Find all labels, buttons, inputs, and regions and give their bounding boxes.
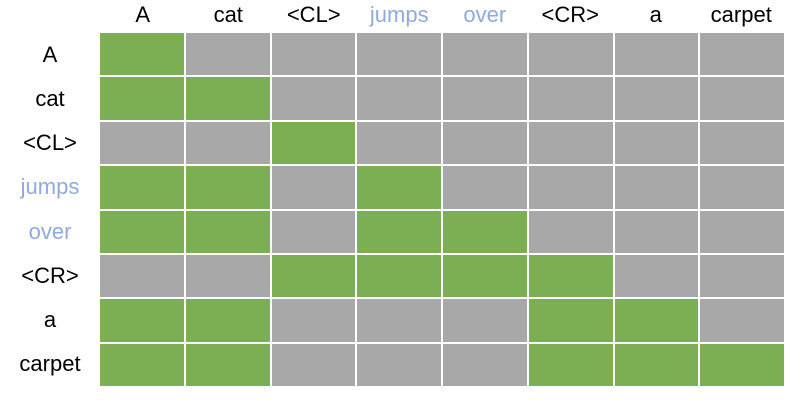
- matrix-cell-masked: [528, 77, 613, 120]
- matrix-cell-masked: [357, 77, 441, 120]
- row-label: <CR>: [21, 262, 79, 288]
- matrix-cell-attended: [100, 210, 184, 253]
- matrix-cell-attended: [528, 254, 613, 298]
- column-header-label: carpet: [710, 1, 772, 27]
- matrix-cell-masked: [443, 33, 527, 76]
- column-header-label: jumps: [369, 1, 429, 27]
- matrix-cell-attended: [271, 121, 356, 165]
- row-label: over: [28, 218, 72, 244]
- matrix-cell-masked: [271, 77, 356, 120]
- matrix-cell-masked: [357, 343, 441, 386]
- matrix-cell-masked: [700, 210, 784, 253]
- matrix-cell-masked: [614, 210, 699, 253]
- matrix-cell-attended: [443, 210, 527, 253]
- column-header-label: <CL>: [286, 1, 341, 27]
- matrix-cell-masked: [271, 299, 356, 342]
- matrix-cell-masked: [528, 121, 613, 165]
- matrix-cell-masked: [614, 121, 699, 165]
- matrix-cell-attended: [185, 299, 270, 342]
- matrix-cell-masked: [271, 343, 356, 386]
- matrix-cell-attended: [443, 254, 527, 298]
- matrix-cell-masked: [443, 299, 527, 342]
- matrix-cell-attended: [185, 166, 270, 209]
- matrix-cell-masked: [614, 33, 699, 76]
- matrix-cell-masked: [700, 254, 784, 298]
- matrix-cell-masked: [700, 33, 784, 76]
- matrix-cell-attended: [528, 299, 613, 342]
- matrix-cell-masked: [700, 121, 784, 165]
- matrix-cell-attended: [614, 343, 699, 386]
- matrix-cell-masked: [271, 210, 356, 253]
- matrix-cell-attended: [100, 299, 184, 342]
- matrix-cell-attended: [100, 166, 184, 209]
- row-label: jumps: [20, 174, 80, 200]
- matrix-cell-masked: [700, 299, 784, 342]
- matrix-cell-masked: [528, 33, 613, 76]
- row-label: A: [42, 42, 58, 68]
- matrix-cell-attended: [528, 343, 613, 386]
- matrix-cell-attended: [357, 210, 441, 253]
- column-header-label: A: [135, 1, 151, 27]
- matrix-cell-masked: [100, 254, 184, 298]
- matrix-cell-attended: [271, 254, 356, 298]
- matrix-cell-attended: [357, 254, 441, 298]
- matrix-cell-attended: [100, 33, 184, 76]
- row-label: carpet: [19, 350, 81, 376]
- row-label: a: [43, 306, 57, 332]
- matrix-cell-masked: [614, 254, 699, 298]
- matrix-cell-masked: [271, 33, 356, 76]
- matrix-cell-masked: [357, 299, 441, 342]
- matrix-cell-masked: [185, 33, 270, 76]
- matrix-cell-attended: [185, 77, 270, 120]
- matrix-cell-attended: [100, 77, 184, 120]
- matrix-cell-attended: [700, 343, 784, 386]
- column-header-label: a: [649, 1, 662, 27]
- matrix-cell-masked: [528, 166, 613, 209]
- matrix-cell-attended: [614, 299, 699, 342]
- matrix-cell-masked: [700, 77, 784, 120]
- row-label: cat: [35, 86, 65, 112]
- matrix-cell-masked: [528, 210, 613, 253]
- matrix-cell-masked: [614, 166, 699, 209]
- matrix-cell-attended: [357, 166, 441, 209]
- column-header-label: <CR>: [541, 1, 599, 27]
- matrix-cell-masked: [185, 121, 270, 165]
- matrix-cell-masked: [357, 121, 441, 165]
- matrix-cell-attended: [100, 343, 184, 386]
- column-header-label: over: [463, 1, 507, 27]
- matrix-cell-masked: [100, 121, 184, 165]
- matrix-cell-masked: [185, 254, 270, 298]
- matrix-cell-attended: [185, 343, 270, 386]
- matrix-cell-masked: [614, 77, 699, 120]
- matrix-cell-masked: [357, 33, 441, 76]
- column-header-label: cat: [213, 1, 243, 27]
- mask-grid: [100, 33, 784, 386]
- row-label: <CL>: [23, 130, 77, 156]
- matrix-cell-masked: [700, 166, 784, 209]
- matrix-cell-masked: [271, 166, 356, 209]
- matrix-cell-masked: [443, 77, 527, 120]
- matrix-cell-masked: [443, 166, 527, 209]
- matrix-cell-attended: [185, 210, 270, 253]
- matrix-cell-masked: [443, 343, 527, 386]
- matrix-cell-masked: [443, 121, 527, 165]
